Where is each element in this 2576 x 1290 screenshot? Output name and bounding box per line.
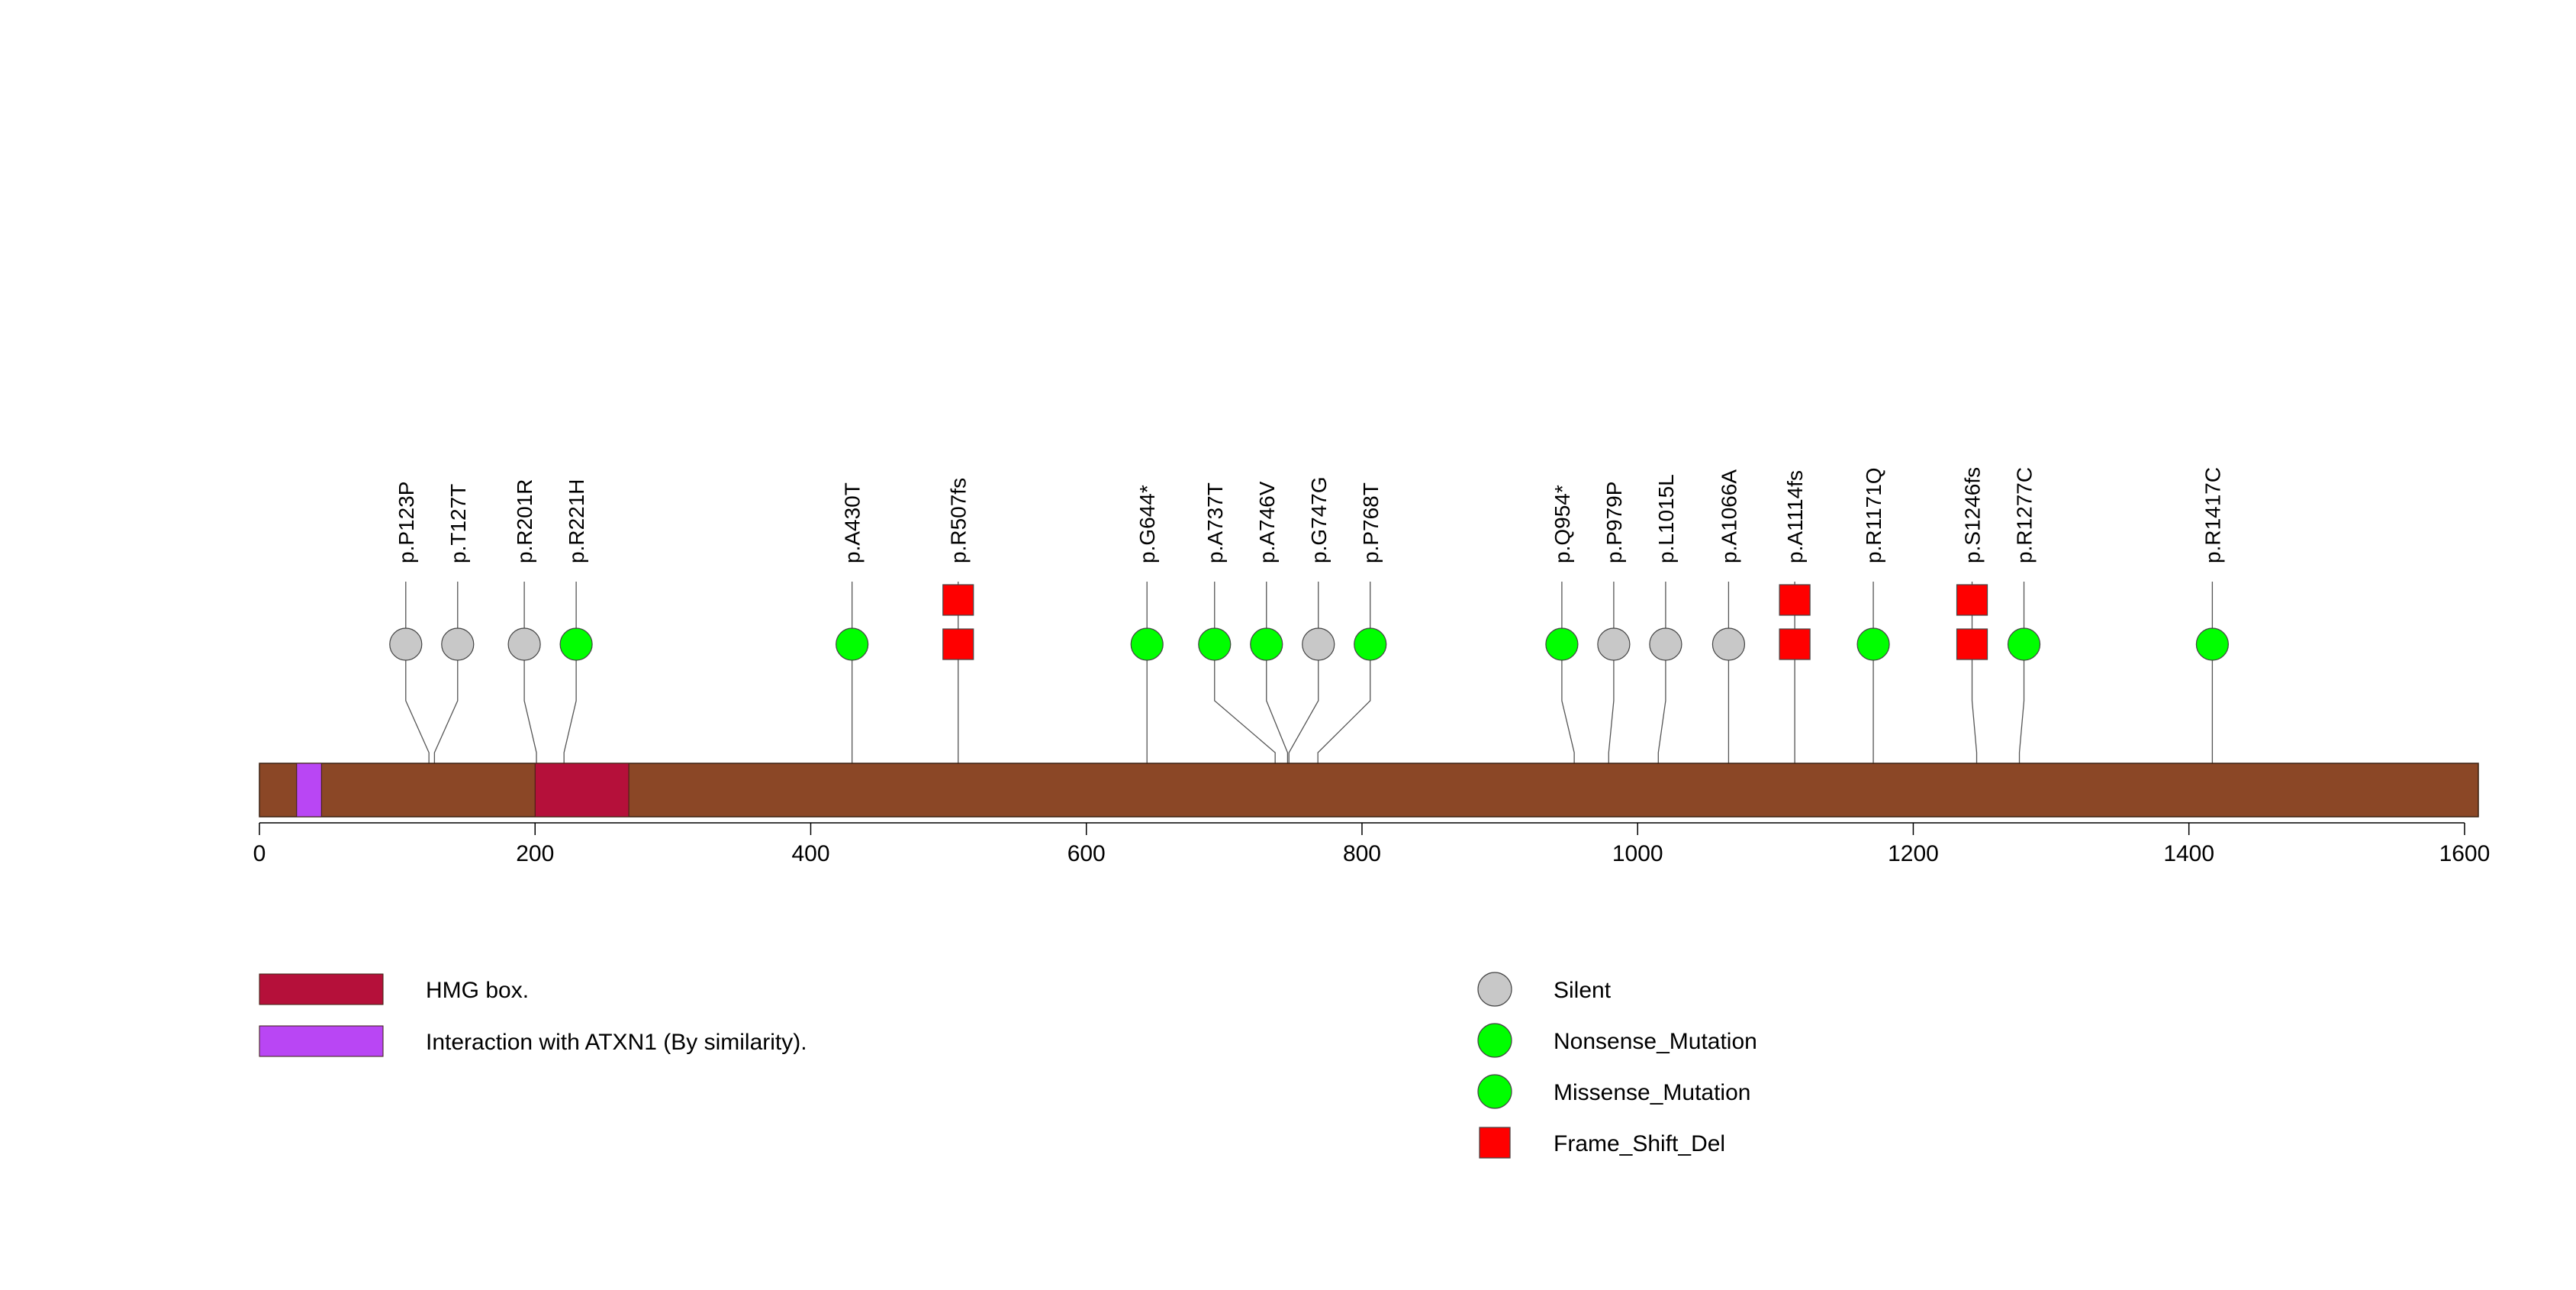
mutation-label: p.R1171Q xyxy=(1862,467,1885,563)
mutation-marker xyxy=(1302,627,1335,661)
mutation-marker xyxy=(1597,627,1631,661)
mutation-marker xyxy=(507,627,541,661)
type-legend-label: Silent xyxy=(1554,978,1612,1003)
mutation-markers xyxy=(389,584,2230,661)
mutation-marker xyxy=(942,584,974,616)
mutation-label: p.R507fs xyxy=(947,478,971,563)
mutation-marker xyxy=(1856,627,1890,661)
axis-tick-label: 200 xyxy=(516,841,554,866)
mutation-marker xyxy=(1956,584,1988,616)
axis-tick-label: 1000 xyxy=(1612,841,1663,866)
axis-tick-label: 400 xyxy=(791,841,829,866)
type-legend-label: Frame_Shift_Del xyxy=(1554,1131,1725,1156)
type-legend-marker xyxy=(1477,1074,1512,1109)
mutation-marker xyxy=(441,627,475,661)
mutation-type-legend: Silent Nonsense_Mutation Missense_Mutation… xyxy=(1477,972,1757,1159)
mutation-label: p.A746V xyxy=(1255,481,1279,563)
mutation-marker xyxy=(2007,627,2041,661)
domain-legend-swatch xyxy=(259,1025,384,1057)
type-legend-label: Missense_Mutation xyxy=(1554,1080,1750,1105)
axis-tick-label: 1400 xyxy=(2163,841,2214,866)
mutation-label: p.A1114fs xyxy=(1783,470,1807,563)
mutation-label: p.P768T xyxy=(1359,482,1383,563)
axis-tick-label: 800 xyxy=(1343,841,1381,866)
mutation-label: p.Q954* xyxy=(1550,485,1574,563)
mutation-label: p.P979P xyxy=(1602,482,1626,563)
mutation-marker xyxy=(1779,628,1811,660)
mutation-label: p.R221H xyxy=(565,479,588,563)
mutation-marker xyxy=(559,627,593,661)
mutation-marker xyxy=(2195,627,2230,661)
mutation-label: p.L1015L xyxy=(1654,474,1678,563)
domain-legend-label: HMG box. xyxy=(426,978,529,1003)
mutation-label: p.G747G xyxy=(1307,476,1331,563)
mutation-marker xyxy=(1711,627,1746,661)
mutation-marker xyxy=(1649,627,1682,661)
mutation-label: p.P123P xyxy=(394,482,418,563)
mutation-marker xyxy=(836,627,869,661)
mutation-marker xyxy=(1956,628,1988,660)
mutation-marker xyxy=(1545,627,1579,661)
mutation-marker xyxy=(1250,627,1283,661)
axis-tick-label: 1600 xyxy=(2439,841,2491,866)
type-legend-marker xyxy=(1477,1023,1512,1058)
axis-tick-label: 0 xyxy=(253,841,266,866)
protein-domains xyxy=(296,763,630,818)
mutation-label: p.R1277C xyxy=(2013,467,2037,563)
type-legend-marker xyxy=(1477,972,1512,1007)
mutation-label: p.T127T xyxy=(446,484,470,563)
domain-1 xyxy=(296,763,322,818)
mutation-marker xyxy=(1779,584,1811,616)
mutation-label: p.R1417C xyxy=(2201,467,2224,563)
mutation-labels: p.P123P p.T127T p.R201R p.R221H p.A430T p.R50… xyxy=(394,467,2225,563)
mutation-label: p.A430T xyxy=(841,482,865,563)
mutation-marker xyxy=(1198,627,1232,661)
position-axis: 0 200 400 600 800 1000 1200 1400 1600 xyxy=(253,822,2491,866)
mutation-marker xyxy=(389,627,423,661)
mutation-label: p.S1246fs xyxy=(1961,467,1985,563)
protein-backbone xyxy=(259,763,2479,818)
domain-legend: HMG box. Interaction with ATXN1 (By simil… xyxy=(259,973,807,1057)
mutation-marker xyxy=(1354,627,1387,661)
type-legend-label: Nonsense_Mutation xyxy=(1554,1029,1757,1054)
domain-0 xyxy=(534,763,630,818)
axis-tick-label: 600 xyxy=(1067,841,1106,866)
domain-legend-swatch xyxy=(259,973,384,1005)
mutation-marker xyxy=(1130,627,1164,661)
mutation-label: p.R201R xyxy=(513,479,536,563)
mutation-marker xyxy=(942,628,974,660)
mutation-label: p.A1066A xyxy=(1717,469,1740,563)
mutation-label: p.G644* xyxy=(1135,485,1159,563)
type-legend-marker xyxy=(1479,1127,1511,1159)
mutation-label: p.A737T xyxy=(1203,482,1227,563)
domain-legend-label: Interaction with ATXN1 (By similarity). xyxy=(426,1030,807,1055)
axis-tick-label: 1200 xyxy=(1888,841,1939,866)
